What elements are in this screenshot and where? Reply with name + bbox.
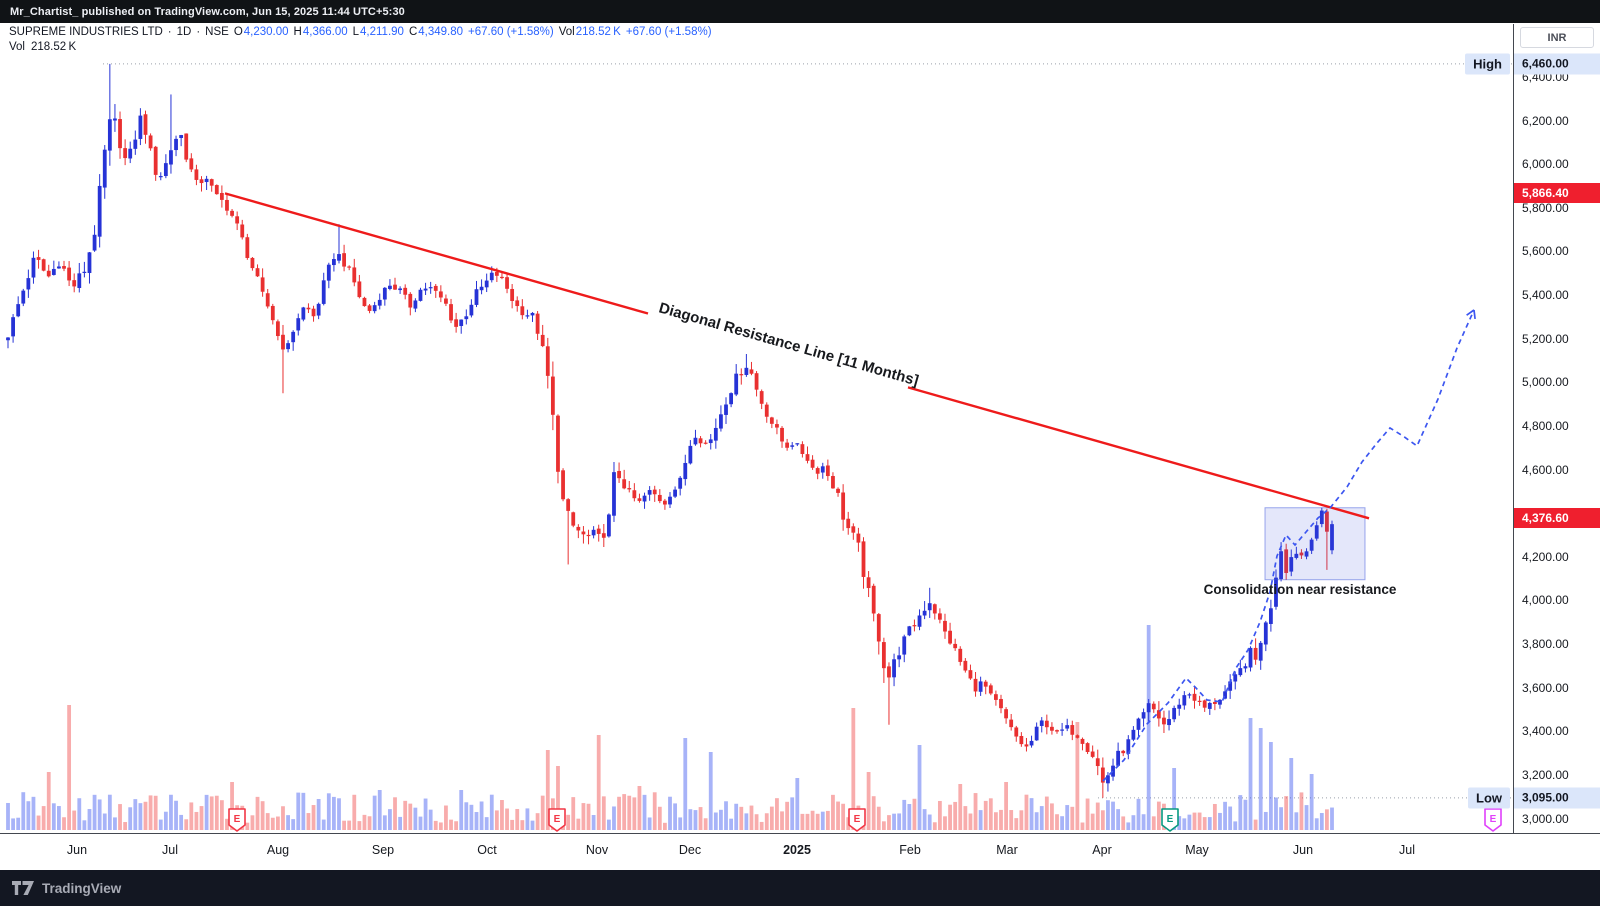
x-axis-label: Sep — [371, 843, 395, 857]
y-axis-tick: 3,400.00 — [1522, 724, 1569, 739]
vol-value: 218.52 K — [575, 26, 621, 38]
svg-text:E: E — [234, 814, 241, 825]
y-axis-tick: 6,000.00 — [1522, 157, 1569, 172]
volume-legend-row2: Vol 218.52 K — [9, 41, 76, 53]
price-axis[interactable]: INR 6,400.00 6,200.00 6,000.00 5,800.00 5,60… — [1514, 24, 1600, 833]
resistance-trendline-seg2[interactable] — [907, 386, 1370, 520]
high-label-key: H — [293, 26, 302, 38]
vol-row2-label: Vol — [9, 41, 25, 53]
low-label-key: L — [352, 26, 360, 38]
x-axis-label: Mar — [996, 843, 1018, 857]
x-axis-label: Feb — [899, 843, 921, 857]
svg-text:E: E — [854, 814, 861, 825]
low-value-legend: 4,211.90 — [360, 26, 404, 38]
high-value-legend: 4,366.00 — [302, 26, 348, 38]
earnings-marker-icon[interactable]: E — [848, 808, 866, 832]
exchange-label: NSE — [205, 26, 229, 38]
x-axis-label: Nov — [585, 843, 609, 857]
trendline-label: Diagonal Resistance Line [11 Months] — [657, 299, 921, 389]
trendline-start-price-badge: 5,866.40 — [1514, 183, 1600, 204]
y-axis-tick: 6,200.00 — [1522, 113, 1569, 128]
low-marker-label: Low — [1468, 787, 1510, 809]
y-axis-tick: 5,800.00 — [1522, 200, 1569, 215]
x-axis-label: May — [1185, 843, 1209, 857]
y-axis-tick: 4,600.00 — [1522, 462, 1569, 477]
footer-brand[interactable]: TradingView — [42, 880, 122, 896]
x-axis-label: Dec — [678, 843, 702, 857]
y-axis-tick: 5,600.00 — [1522, 244, 1569, 259]
change-value: +67.60 (+1.58%) — [468, 26, 554, 38]
consolidation-box[interactable] — [1264, 507, 1366, 581]
y-axis-tick: 3,000.00 — [1522, 811, 1569, 826]
y-axis-tick: 3,800.00 — [1522, 637, 1569, 652]
currency-button[interactable]: INR — [1520, 27, 1594, 48]
y-axis-tick: 5,000.00 — [1522, 375, 1569, 390]
footer-bar: TradingView — [0, 870, 1600, 906]
resistance-trendline-seg1[interactable] — [224, 192, 649, 315]
x-axis-label: Jul — [162, 843, 178, 857]
volume-series — [6, 625, 1334, 830]
y-axis-tick: 4,800.00 — [1522, 418, 1569, 433]
vol-row2-value: 218.52 K — [31, 41, 77, 53]
candlestick-series — [6, 63, 1334, 798]
x-axis-label: Jun — [1292, 843, 1314, 857]
tradingview-logo-icon[interactable] — [12, 881, 34, 895]
close-value-legend: 4,349.80 — [418, 26, 464, 38]
legend-separator2: · — [196, 26, 201, 38]
vol-change-value: +67.60 (+1.58%) — [625, 26, 712, 38]
low-price-axis-value: 3,095.00 — [1514, 787, 1600, 809]
svg-text:E: E — [1167, 814, 1174, 825]
y-axis-tick: 5,200.00 — [1522, 331, 1569, 346]
symbol-title[interactable]: SUPREME INDUSTRIES LTD — [9, 26, 163, 38]
earnings-marker-icon[interactable]: E — [1484, 808, 1502, 832]
trendline-end-price-badge: 4,376.60 — [1514, 508, 1600, 529]
axis-border — [1513, 24, 1514, 834]
vol-label: Vol — [558, 26, 575, 38]
projection-dashed-path[interactable] — [1102, 309, 1475, 782]
time-axis[interactable]: Jun Jul Aug Sep Oct Nov Dec 2025 Feb Mar Apr May Jun… — [0, 833, 1600, 870]
svg-text:E: E — [1490, 814, 1497, 825]
x-axis-label: Jun — [66, 843, 88, 857]
consolidation-label: Consolidation near resistance — [1204, 582, 1397, 597]
earnings-marker-icon[interactable]: E — [548, 808, 566, 832]
projection-arrowhead — [1473, 309, 1476, 320]
open-label: O — [233, 26, 243, 38]
y-axis-tick: 3,200.00 — [1522, 767, 1569, 782]
open-value: 4,230.00 — [243, 26, 289, 38]
high-marker-label: High — [1465, 53, 1510, 75]
x-axis-label: Apr — [1092, 843, 1112, 857]
projection-arrowhead — [1466, 309, 1475, 316]
legend-separator: · — [167, 26, 172, 38]
x-axis-label: Aug — [266, 843, 290, 857]
interval-label[interactable]: 1D — [176, 26, 192, 38]
y-axis-tick: 4,200.00 — [1522, 549, 1569, 564]
high-price-axis-value: 6,460.00 — [1514, 53, 1600, 75]
earnings-marker-icon[interactable]: E — [228, 808, 246, 832]
y-axis-tick: 4,000.00 — [1522, 593, 1569, 608]
earnings-marker-icon[interactable]: E — [1161, 808, 1179, 832]
x-axis-label: 2025 — [783, 843, 811, 857]
published-info-bar: Mr_Chartist_ published on TradingView.co… — [0, 0, 1600, 23]
close-label-key: C — [408, 26, 418, 38]
y-axis-tick: 3,600.00 — [1522, 680, 1569, 695]
svg-text:E: E — [554, 814, 561, 825]
x-axis-label: Jul — [1399, 843, 1415, 857]
x-axis-label: Oct — [477, 843, 497, 857]
y-axis-tick: 5,400.00 — [1522, 288, 1569, 303]
symbol-legend-row1: SUPREME INDUSTRIES LTD · 1D · NSE O 4,230… — [9, 26, 712, 38]
published-info-text: Mr_Chartist_ published on TradingView.co… — [10, 5, 405, 18]
